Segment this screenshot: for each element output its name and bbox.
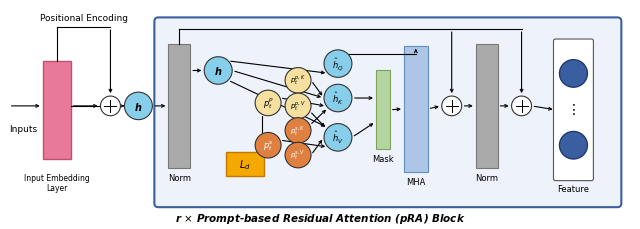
Text: $\boldsymbol{r}$ $\times$ Prompt-based Residual Attention (pRA) Block: $\boldsymbol{r}$ $\times$ Prompt-based R… (175, 211, 465, 225)
Text: $p_t^{p,V}$: $p_t^{p,V}$ (290, 99, 306, 114)
Circle shape (204, 57, 232, 85)
Text: $p_t^{s,K}$: $p_t^{s,K}$ (291, 124, 306, 138)
Text: Norm: Norm (475, 173, 498, 182)
Text: $\boldsymbol{h}$: $\boldsymbol{h}$ (134, 101, 143, 112)
Text: Positional Encoding: Positional Encoding (40, 14, 127, 23)
Text: $\hat{h}_V$: $\hat{h}_V$ (332, 130, 344, 146)
Circle shape (324, 51, 352, 78)
Circle shape (100, 97, 120, 116)
Text: ⋮: ⋮ (566, 103, 580, 117)
Circle shape (559, 60, 588, 88)
Circle shape (285, 94, 311, 119)
Text: Feature: Feature (557, 184, 589, 193)
Text: $p_t^p$: $p_t^p$ (262, 96, 274, 111)
Text: Mask: Mask (372, 154, 394, 163)
Text: $L_d$: $L_d$ (239, 157, 251, 171)
Circle shape (285, 68, 311, 94)
Bar (43, 61, 70, 159)
Text: Input Embedding
Layer: Input Embedding Layer (24, 173, 90, 192)
Circle shape (324, 85, 352, 112)
Bar (168, 45, 190, 168)
Circle shape (124, 93, 152, 120)
Circle shape (511, 97, 532, 116)
Text: $p_t^{p,K}$: $p_t^{p,K}$ (290, 74, 306, 88)
Bar (226, 153, 264, 176)
Text: $\hat{h}_K$: $\hat{h}_K$ (332, 91, 344, 106)
Circle shape (442, 97, 461, 116)
Circle shape (255, 133, 281, 158)
Circle shape (285, 118, 311, 144)
Text: Norm: Norm (168, 173, 191, 182)
Circle shape (559, 132, 588, 159)
Text: $\hat{h}_Q$: $\hat{h}_Q$ (332, 56, 344, 72)
FancyBboxPatch shape (154, 18, 621, 207)
Text: $p_t^{s,V}$: $p_t^{s,V}$ (291, 148, 306, 163)
Circle shape (324, 124, 352, 151)
Text: $p_t^s$: $p_t^s$ (263, 139, 273, 152)
FancyBboxPatch shape (554, 40, 593, 181)
Text: $\boldsymbol{h}$: $\boldsymbol{h}$ (214, 65, 223, 77)
Circle shape (285, 143, 311, 168)
Bar (404, 47, 428, 172)
Text: MHA: MHA (406, 177, 426, 186)
Circle shape (255, 91, 281, 116)
Bar (476, 45, 498, 168)
Text: Inputs: Inputs (9, 124, 37, 133)
Bar (376, 71, 390, 150)
